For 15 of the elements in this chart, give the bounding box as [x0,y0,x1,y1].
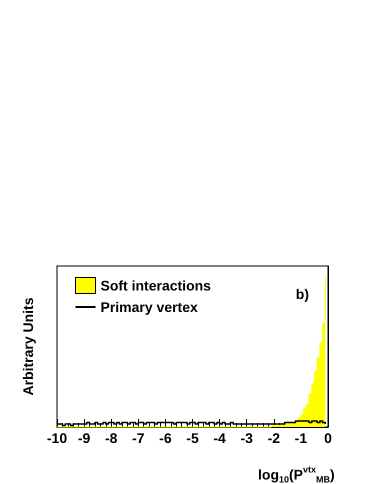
x-tick-label: -10 [46,430,68,446]
x-tick-label: 0 [324,430,332,446]
x-tick-label: -6 [159,430,172,446]
x-tick-label: -1 [294,430,308,446]
annotation: b) [296,286,310,302]
x-tick-label: -2 [268,430,280,446]
y-axis-title: Arbitrary Units [20,297,36,396]
legend-label: Primary vertex [100,299,198,315]
x-tick-label: -9 [78,430,91,446]
legend-label: Soft interactions [100,278,212,294]
x-tick-label: -7 [132,430,145,446]
x-tick-label: -4 [213,430,226,446]
x-tick-label: -8 [104,430,118,446]
x-tick-label: -5 [186,430,199,446]
x-tick-label: -3 [240,430,254,446]
